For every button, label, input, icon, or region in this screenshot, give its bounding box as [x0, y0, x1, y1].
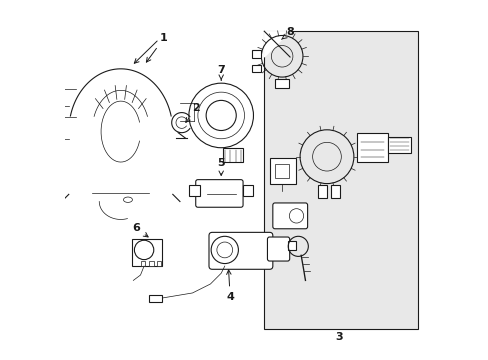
Text: 6: 6 — [132, 224, 148, 237]
Bar — [252, 50, 261, 58]
Bar — [269, 158, 296, 184]
Bar — [149, 261, 153, 266]
Text: 8: 8 — [281, 27, 294, 39]
Bar — [131, 239, 162, 266]
Bar — [223, 148, 242, 162]
Bar — [264, 31, 418, 329]
Bar — [274, 164, 289, 178]
Text: 7: 7 — [217, 64, 224, 80]
Bar — [387, 137, 410, 153]
FancyBboxPatch shape — [267, 237, 289, 261]
Bar — [188, 185, 199, 196]
FancyBboxPatch shape — [208, 232, 272, 269]
Text: 4: 4 — [226, 270, 234, 302]
Bar — [357, 134, 387, 162]
Text: 1: 1 — [146, 33, 167, 62]
FancyBboxPatch shape — [272, 203, 307, 229]
Bar — [149, 295, 162, 302]
Text: 3: 3 — [335, 332, 343, 342]
Bar — [242, 185, 253, 196]
Bar — [156, 261, 161, 266]
Bar — [330, 185, 339, 198]
Bar — [317, 185, 326, 198]
Bar — [274, 79, 289, 88]
Text: 2: 2 — [185, 103, 200, 122]
Bar — [140, 261, 144, 266]
Text: 5: 5 — [217, 158, 224, 175]
Bar — [287, 241, 296, 250]
FancyBboxPatch shape — [195, 180, 243, 207]
Polygon shape — [264, 31, 289, 57]
Bar — [252, 64, 261, 72]
